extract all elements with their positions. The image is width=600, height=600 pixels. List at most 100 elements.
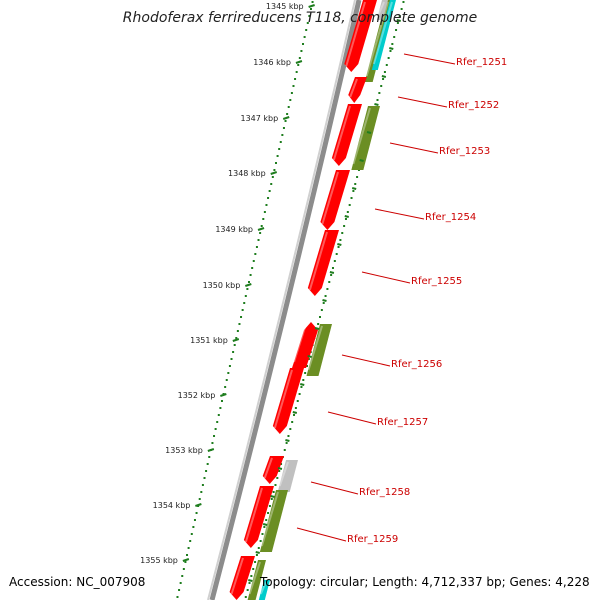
ruler-dot	[219, 407, 222, 409]
track-tick	[344, 215, 350, 218]
ruler-dot	[208, 456, 211, 458]
ruler-tick	[257, 227, 265, 231]
ruler-dot	[187, 547, 190, 549]
label-leader-lines	[296, 53, 456, 542]
track-dot	[322, 302, 325, 304]
gene-rna	[371, 0, 396, 70]
track-tick	[270, 495, 275, 498]
gene-other	[277, 460, 298, 492]
track-tick	[389, 47, 394, 50]
ruler-tick-label: 1350 kbp	[203, 281, 241, 290]
gene-reverse	[247, 560, 266, 600]
track-dot	[380, 85, 383, 87]
ruler-dot	[193, 519, 196, 521]
ruler-dot	[217, 414, 220, 416]
track-tick	[381, 75, 387, 78]
ruler-dot	[265, 204, 268, 206]
ruler-tick-label: 1351 kbp	[190, 336, 228, 345]
ruler-dot	[300, 50, 303, 52]
ruler-tick	[270, 171, 278, 175]
gene-forward	[272, 368, 304, 434]
track-dot	[289, 428, 292, 430]
ruler-dot	[305, 29, 308, 31]
ruler-dot	[246, 288, 249, 290]
gene-reverse-highlight	[307, 325, 323, 371]
ruler-dot	[282, 127, 285, 129]
genome-title: Rhodoferax ferrireducens T118, complete …	[122, 10, 478, 26]
track-dot	[265, 519, 268, 521]
gene-label: Rfer_1257	[377, 417, 428, 428]
gene-forward-highlight	[273, 369, 293, 429]
ruler-tick-label: 1349 kbp	[215, 225, 253, 234]
ruler-tick	[282, 116, 290, 120]
track-dot	[331, 267, 334, 269]
track-tick	[329, 271, 335, 274]
track-dot	[378, 92, 381, 94]
ruler-dot	[249, 274, 252, 276]
ruler-tick-label: 1354 kbp	[153, 501, 191, 510]
gene-reverse	[259, 490, 288, 552]
track-tick	[359, 159, 364, 162]
track-dot	[382, 78, 385, 80]
gene-forward-highlight	[332, 105, 351, 161]
ruler-dot	[259, 232, 262, 234]
track-dot	[391, 43, 394, 45]
ruler-ticks: 1345 kbp 1346 kbp 1347 kbp 1348 kbp 1349 kbp…	[140, 2, 401, 582]
track-dot	[278, 470, 281, 472]
ruler-dot	[198, 498, 201, 500]
track-dot	[393, 36, 396, 38]
track-dot	[244, 596, 247, 598]
ruler-dot	[195, 512, 198, 514]
gene-rna	[258, 580, 270, 600]
ruler-dot	[189, 540, 192, 542]
label-leader	[310, 481, 359, 495]
ruler-dot	[235, 337, 238, 339]
ruler-dot	[205, 470, 208, 472]
track-dot	[283, 449, 286, 451]
genome-backbone-arc	[209, 0, 362, 600]
ruler-dot	[255, 246, 258, 248]
ruler-dot	[262, 218, 265, 220]
track-dot	[339, 239, 342, 241]
ruler-tick	[207, 448, 215, 452]
gene-forward	[348, 77, 367, 103]
track-dot	[337, 246, 340, 248]
track-dot	[259, 540, 262, 542]
ruler-dot	[230, 358, 233, 360]
ruler-dot	[309, 8, 312, 10]
track-dot	[343, 225, 346, 227]
ruler-dot	[286, 113, 289, 115]
ruler-dot	[227, 372, 230, 374]
accession-text: Accession: NC_007908	[9, 575, 146, 589]
ruler-dot	[294, 78, 297, 80]
gene-forward	[262, 456, 284, 484]
track-dot	[263, 526, 266, 528]
track-dot	[294, 407, 297, 409]
ruler-tick	[308, 4, 315, 8]
ruler-dot	[290, 92, 293, 94]
gene-forward-highlight	[230, 557, 244, 595]
track-dot	[257, 547, 260, 549]
track-dot	[304, 372, 307, 374]
track-dot	[350, 197, 353, 199]
gene-forward-highlight	[345, 1, 366, 67]
ruler-dot	[214, 428, 217, 430]
ruler-dot	[260, 225, 263, 227]
ruler-dot	[192, 526, 195, 528]
ruler-dot	[243, 302, 246, 304]
track-tick	[396, 19, 401, 22]
track-tick	[374, 103, 379, 106]
track-dot	[335, 253, 338, 255]
track-dot	[291, 421, 294, 423]
gene-label: Rfer_1252	[448, 100, 499, 111]
track-dot	[270, 498, 273, 500]
ruler-dot	[274, 162, 277, 164]
ruler-dot	[297, 64, 300, 66]
ruler-dot	[238, 323, 241, 325]
ruler-dot	[252, 260, 255, 262]
ruler-dot	[206, 463, 209, 465]
track-dot	[341, 232, 344, 234]
gene-label: Rfer_1258	[359, 487, 410, 498]
gene-forward-highlight	[263, 457, 273, 479]
